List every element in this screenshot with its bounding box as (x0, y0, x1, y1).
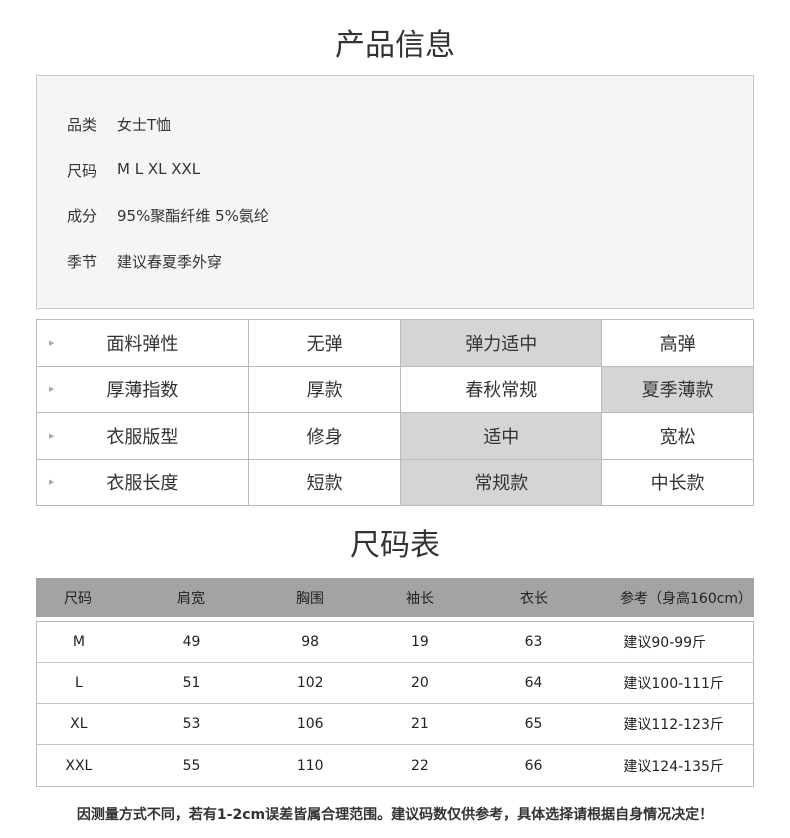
table-row: L 51 102 20 64 建议100-111斤 (37, 663, 753, 704)
attribute-option-selected: 弹力适中 (400, 319, 603, 367)
table-cell: 66 (524, 757, 543, 774)
attribute-option-selected: 适中 (400, 412, 603, 460)
table-cell: 106 (296, 716, 324, 732)
attribute-name: ▶ 衣服长度 (36, 458, 249, 506)
attribute-option: 中长款 (601, 458, 754, 506)
footer-note: 因测量方式不同，若有1-2cm误差皆属合理范围。建议码数仅供参考，具体选择请根据… (76, 807, 714, 823)
attribute-row: ▶ 厚薄指数 厚款 春秋常规 夏季薄款 (36, 365, 754, 413)
table-cell: 21 (410, 716, 429, 732)
table-cell: 49 (182, 634, 201, 650)
attribute-row: ▶ 衣服长度 短款 常规款 中长款 (36, 458, 754, 506)
attribute-option: 高弹 (601, 319, 754, 367)
info-label: 尺码 (67, 161, 98, 180)
table-cell: 51 (182, 675, 201, 691)
info-value: 女士T恤 (117, 116, 172, 134)
attribute-row: ▶ 衣服版型 修身 适中 宽松 (36, 412, 754, 460)
attribute-option: 春秋常规 (400, 365, 603, 413)
attribute-name-text: 面料弹性 (106, 333, 179, 355)
column-header: 尺码 (64, 590, 92, 607)
table-row: M 49 98 19 63 建议90-99斤 (37, 622, 753, 663)
attribute-option: 短款 (247, 458, 402, 506)
attribute-option: 修身 (247, 412, 402, 460)
column-header: 袖长 (406, 590, 434, 607)
info-value: M L XL XXL (117, 159, 201, 178)
attribute-table: ▶ 面料弹性 无弹 弹力适中 高弹 ▶ 厚薄指数 厚款 春秋常规 夏季薄款 ▶ 衣服版型 修身 适中 宽松 ▶… (36, 319, 754, 506)
column-header: 衣长 (520, 590, 548, 607)
size-chart-title: 尺码表 (350, 528, 440, 563)
info-label: 品类 (67, 116, 98, 134)
attribute-option-selected: 夏季薄款 (601, 365, 754, 413)
table-cell: 建议90-99斤 (623, 635, 707, 651)
table-cell: 55 (182, 757, 201, 774)
table-cell: 20 (410, 675, 429, 691)
column-header: 肩宽 (177, 590, 205, 607)
info-row: 品类 女士T恤 (37, 114, 753, 160)
attribute-option-selected: 常规款 (400, 458, 603, 506)
attribute-name: ▶ 衣服版型 (36, 412, 249, 460)
triangle-right-icon: ▶ (49, 431, 55, 440)
table-cell: XXL (65, 757, 93, 774)
size-table-header: 尺码 肩宽 胸围 袖长 衣长 参考（身高160cm） (36, 578, 754, 617)
table-cell: 53 (182, 716, 201, 732)
column-header: 参考（身高160cm） (620, 590, 753, 607)
table-cell: 64 (524, 675, 543, 691)
table-row: XL 53 106 21 65 建议112-123斤 (37, 704, 753, 745)
table-cell: 建议100-111斤 (623, 676, 724, 692)
info-label: 季节 (67, 252, 98, 271)
info-value: 95%聚酯纤维 5%氨纶 (117, 207, 269, 225)
table-cell: 19 (410, 634, 429, 650)
info-row: 季节 建议春夏季外穿 (37, 251, 753, 297)
attribute-name-text: 厚薄指数 (106, 380, 179, 402)
info-row: 尺码 M L XL XXL (37, 160, 753, 206)
triangle-right-icon: ▶ (49, 338, 55, 347)
table-cell: M (72, 634, 85, 650)
product-info-box: 品类 女士T恤尺码 M L XL XXL 成分 95%聚酯纤维 5%氨纶季节 建议春夏季外… (36, 75, 754, 309)
attribute-name-text: 衣服版型 (106, 426, 179, 448)
info-row: 成分 95%聚酯纤维 5%氨纶 (37, 205, 753, 251)
table-cell: 63 (524, 634, 543, 650)
attribute-option: 宽松 (601, 412, 754, 460)
triangle-right-icon: ▶ (49, 478, 55, 487)
attribute-option: 厚款 (247, 365, 402, 413)
table-cell: 65 (524, 716, 543, 732)
page-title: 产品信息 (335, 28, 455, 63)
table-cell: 22 (410, 757, 429, 774)
attribute-name: ▶ 厚薄指数 (36, 365, 249, 413)
table-cell: 建议112-123斤 (623, 717, 724, 733)
table-cell: 102 (296, 675, 324, 691)
table-cell: XL (70, 716, 88, 732)
info-value: 建议春夏季外穿 (117, 252, 223, 271)
column-header: 胸围 (296, 590, 324, 607)
size-table-body: M 49 98 19 63 建议90-99斤 L 51 102 20 64 建议100-111斤 XL 5… (36, 621, 754, 787)
table-cell: L (74, 675, 83, 691)
table-row: XXL 55 110 22 66 建议124-135斤 (37, 745, 753, 786)
attribute-option: 无弹 (247, 319, 402, 367)
triangle-right-icon: ▶ (49, 385, 55, 394)
table-cell: 98 (301, 634, 320, 650)
attribute-row: ▶ 面料弹性 无弹 弹力适中 高弹 (36, 319, 754, 367)
attribute-name: ▶ 面料弹性 (36, 319, 249, 367)
attribute-name-text: 衣服长度 (106, 473, 179, 495)
table-cell: 建议124-135斤 (623, 758, 724, 775)
info-label: 成分 (67, 207, 98, 225)
table-cell: 110 (296, 757, 324, 774)
